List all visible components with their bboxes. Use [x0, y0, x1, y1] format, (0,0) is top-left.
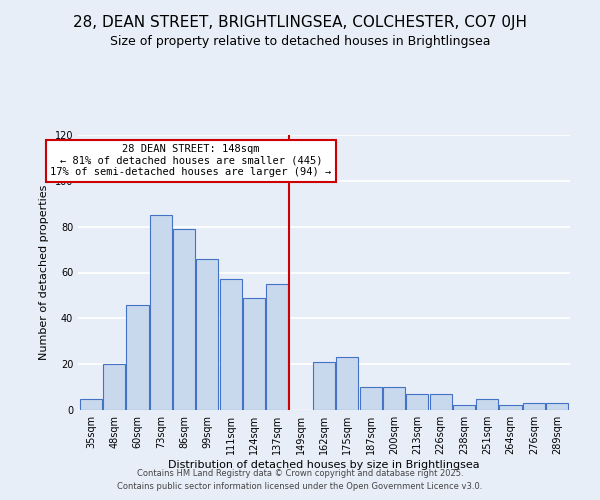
Bar [430, 394, 452, 410]
Bar [336, 358, 358, 410]
Y-axis label: Number of detached properties: Number of detached properties [39, 185, 49, 360]
Bar [476, 398, 498, 410]
Text: 28 DEAN STREET: 148sqm
← 81% of detached houses are smaller (445)
17% of semi-de: 28 DEAN STREET: 148sqm ← 81% of detached… [50, 144, 332, 178]
Bar [103, 364, 125, 410]
Bar [406, 394, 428, 410]
Bar [150, 215, 172, 410]
Bar [546, 403, 568, 410]
Bar [127, 304, 149, 410]
Text: Size of property relative to detached houses in Brightlingsea: Size of property relative to detached ho… [110, 35, 490, 48]
Bar [453, 406, 475, 410]
Text: Contains HM Land Registry data © Crown copyright and database right 2025.: Contains HM Land Registry data © Crown c… [137, 468, 463, 477]
Text: Contains public sector information licensed under the Open Government Licence v3: Contains public sector information licen… [118, 482, 482, 491]
Bar [196, 259, 218, 410]
Bar [313, 362, 335, 410]
Bar [523, 403, 545, 410]
Text: 28, DEAN STREET, BRIGHTLINGSEA, COLCHESTER, CO7 0JH: 28, DEAN STREET, BRIGHTLINGSEA, COLCHEST… [73, 15, 527, 30]
Bar [266, 284, 289, 410]
Bar [173, 229, 195, 410]
Bar [80, 398, 102, 410]
Bar [359, 387, 382, 410]
Bar [243, 298, 265, 410]
X-axis label: Distribution of detached houses by size in Brightlingsea: Distribution of detached houses by size … [168, 460, 480, 470]
Bar [220, 280, 242, 410]
Bar [383, 387, 405, 410]
Bar [499, 406, 521, 410]
